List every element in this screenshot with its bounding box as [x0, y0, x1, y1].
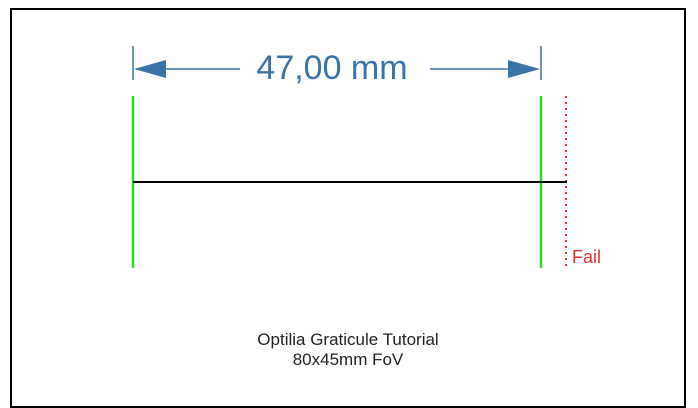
caption-title: Optilia Graticule Tutorial: [257, 330, 439, 349]
dimension-arrow-left: [134, 60, 166, 78]
dimension-arrow-right: [508, 60, 540, 78]
caption-fov: 80x45mm FoV: [292, 350, 404, 369]
graticule-frame: [10, 8, 686, 408]
fail-label: Fail: [572, 247, 602, 267]
dimension-label: 47,00 mm: [256, 49, 408, 87]
caption: Optilia Graticule Tutorial 80x45mm FoV: [198, 330, 498, 370]
graticule-drawing: [131, 46, 567, 268]
